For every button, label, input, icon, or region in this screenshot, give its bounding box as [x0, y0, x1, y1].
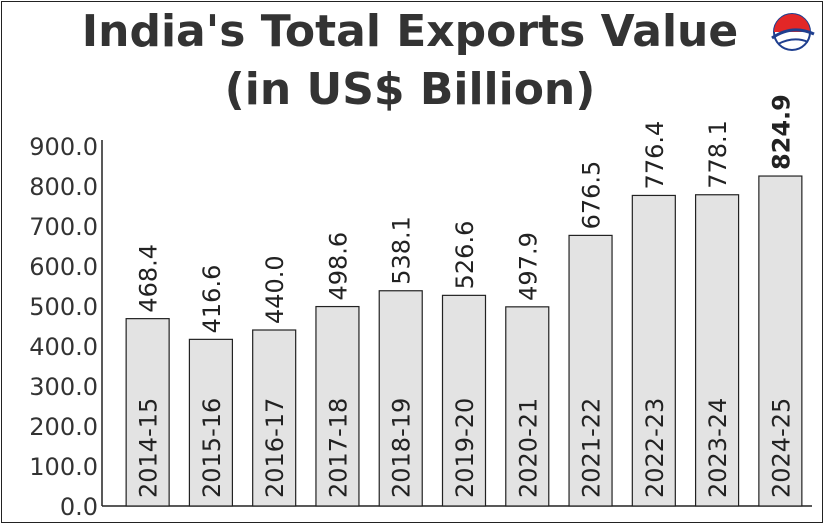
data-label: 497.9	[514, 232, 542, 301]
data-label: 776.4	[641, 121, 669, 190]
x-tick-label: 2021-22	[578, 398, 606, 498]
bar	[631, 194, 676, 507]
data-label: 778.1	[704, 120, 732, 189]
y-tick-label: 800.0	[29, 173, 98, 201]
bar	[758, 175, 803, 507]
bar	[505, 306, 550, 507]
data-label: 538.1	[388, 216, 416, 285]
y-tick-label: 300.0	[29, 373, 98, 401]
y-tick-label: 400.0	[29, 333, 98, 361]
y-tick-label: 100.0	[29, 453, 98, 481]
bar	[694, 194, 740, 507]
x-tick-label: 2017-18	[324, 398, 352, 498]
x-tick-label: 2019-20	[451, 398, 479, 498]
data-label: 526.6	[451, 221, 479, 290]
x-tick-label: 2015-16	[198, 398, 226, 498]
x-tick-label: 2018-19	[388, 398, 416, 498]
globe-logo-icon	[771, 13, 815, 51]
chart-title: India's Total Exports Value	[81, 6, 739, 57]
x-tick-label: 2014-15	[135, 398, 163, 498]
data-label: 676.5	[578, 161, 606, 230]
data-label: 498.6	[324, 232, 352, 301]
y-tick-label: 600.0	[29, 253, 98, 281]
x-tick-label: 2016-17	[261, 398, 289, 498]
y-tick-label: 900.0	[29, 133, 98, 161]
bar	[252, 329, 297, 507]
data-label: 416.6	[198, 265, 226, 334]
y-tick-label: 700.0	[29, 213, 98, 241]
bar	[441, 294, 487, 507]
data-label: 468.4	[135, 244, 163, 313]
bar	[315, 305, 360, 507]
x-tick-label: 2020-21	[514, 398, 542, 498]
data-label: 440.0	[261, 255, 289, 324]
y-tick-label: 200.0	[29, 413, 98, 441]
bar	[188, 338, 234, 507]
bar	[568, 234, 613, 507]
y-tick-label: 500.0	[29, 293, 98, 321]
x-tick-label: 2022-23	[641, 398, 669, 498]
y-tick-label: 0.0	[60, 493, 98, 521]
x-tick-label: 2023-24	[704, 398, 732, 498]
data-label: 824.9	[767, 94, 795, 170]
bar	[125, 318, 170, 507]
chart-subtitle: (in US$ Billion)	[224, 64, 596, 115]
bar	[378, 290, 423, 507]
x-tick-label: 2024-25	[767, 398, 795, 498]
